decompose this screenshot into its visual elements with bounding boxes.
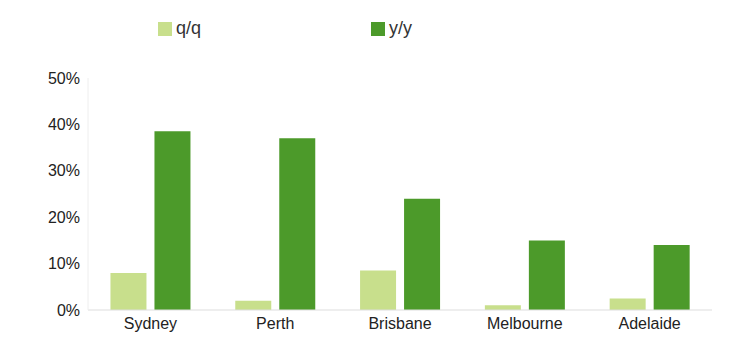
html-text:q/q: q/q [176, 18, 201, 38]
svg-text:30%: 30% [48, 162, 80, 179]
svg-text:50%: 50% [48, 70, 80, 87]
svg-text:Adelaide: Adelaide [618, 315, 680, 332]
svg-text:10%: 10% [48, 255, 80, 272]
svg-text:0%: 0% [57, 302, 80, 319]
svg-text:40%: 40% [48, 116, 80, 133]
html-text:y/y: y/y [389, 18, 412, 38]
svg-text:Brisbane: Brisbane [368, 315, 431, 332]
svg-text:Sydney: Sydney [124, 315, 177, 332]
svg-text:20%: 20% [48, 209, 80, 226]
svg-text:Melbourne: Melbourne [487, 315, 563, 332]
svg-text:Perth: Perth [256, 315, 294, 332]
